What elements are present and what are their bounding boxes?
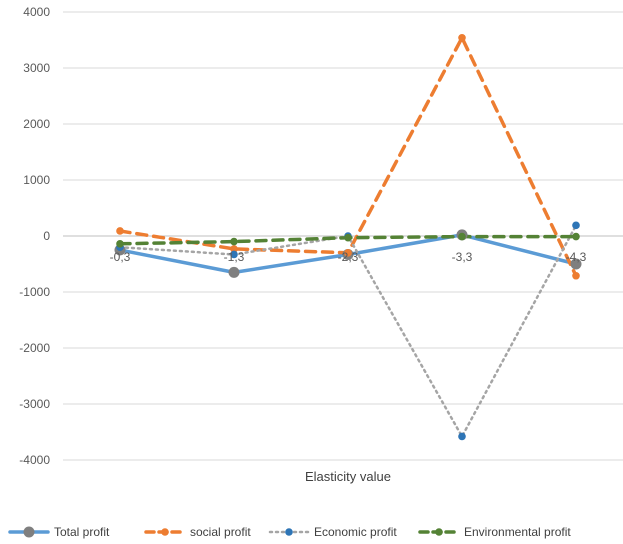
legend-label: social profit	[190, 525, 251, 539]
x-tick-label: -3,3	[452, 250, 473, 264]
y-tick-label: -1000	[19, 285, 50, 299]
legend-label: Economic profit	[314, 525, 397, 539]
data-point	[572, 221, 580, 230]
data-point	[570, 258, 582, 270]
y-tick-label: -4000	[19, 453, 50, 467]
legend-label: Environmental profit	[464, 525, 571, 539]
series-markers	[114, 33, 582, 441]
y-axis-ticks: 4000 3000 2000 1000 0 -1000 -2000 -3000 -4000	[19, 5, 50, 467]
data-point	[228, 266, 240, 278]
legend-item: social profit	[144, 525, 251, 539]
data-point	[230, 237, 238, 246]
x-tick-label: -0,3	[110, 250, 131, 264]
y-tick-label: 1000	[23, 173, 50, 187]
data-point	[572, 232, 580, 241]
y-tick-label: -3000	[19, 397, 50, 411]
data-point	[230, 250, 238, 259]
x-axis-title: Elasticity value	[305, 469, 391, 484]
y-tick-label: -2000	[19, 341, 50, 355]
x-tick-label: -4,3	[566, 250, 587, 264]
legend-marker	[435, 528, 443, 536]
legend-item: Economic profit	[268, 525, 397, 539]
legend-item: Environmental profit	[418, 525, 571, 539]
x-axis-ticks: -0,3 -1,3 -2,3 -3,3 -4,3	[110, 250, 587, 264]
y-tick-label: 4000	[23, 5, 50, 19]
x-tick-label: -1,3	[224, 250, 245, 264]
data-point	[344, 249, 352, 257]
legend: Total profit social profit Economic profit…	[8, 525, 571, 539]
data-point	[230, 245, 238, 253]
legend-marker	[23, 526, 35, 538]
data-point	[458, 33, 466, 42]
data-point	[458, 432, 466, 441]
y-tick-label: 0	[43, 229, 50, 243]
legend-item: Total profit	[8, 525, 110, 539]
legend-marker	[285, 528, 293, 536]
legend-marker	[161, 528, 169, 536]
data-point	[458, 232, 466, 241]
x-tick-label: -2,3	[338, 250, 359, 264]
legend-label: Total profit	[54, 525, 110, 539]
data-point	[116, 227, 124, 235]
y-tick-label: 2000	[23, 117, 50, 131]
y-tick-label: 3000	[23, 61, 50, 75]
data-point	[116, 240, 124, 248]
data-point	[572, 271, 580, 280]
data-point	[344, 233, 352, 242]
